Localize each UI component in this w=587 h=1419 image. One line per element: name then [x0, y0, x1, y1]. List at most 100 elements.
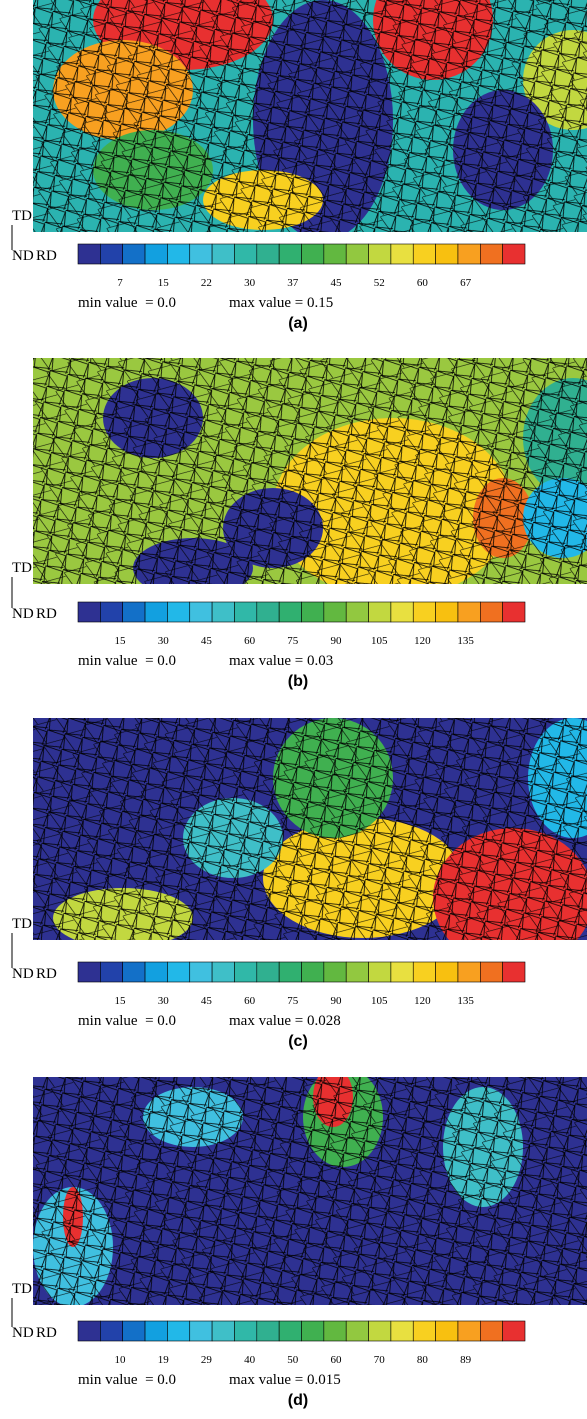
- colorbar-cell: [412, 1320, 436, 1342]
- colorbar-cell: [234, 1320, 258, 1342]
- colorbar-cell: [234, 961, 258, 983]
- colorbar-cell: [390, 601, 414, 623]
- regions: [33, 0, 587, 232]
- colorbar-label: 15: [158, 277, 170, 289]
- colorbar-label: 67: [460, 277, 472, 289]
- colorbar-cell: [189, 601, 213, 623]
- colorbar-cell: [100, 961, 123, 983]
- colorbar-label: 45: [201, 635, 213, 647]
- colorbar-cell: [77, 243, 101, 265]
- colorbar-cell: [144, 243, 168, 265]
- colorbar-cell: [479, 243, 503, 265]
- colorbar-label: 30: [158, 635, 170, 647]
- colorbar-cell: [345, 243, 369, 265]
- colorbar-cell: [189, 1320, 213, 1342]
- axis-label-rd: RD: [36, 966, 57, 982]
- colorbar-cell: [412, 243, 436, 265]
- colorbar-label: 75: [287, 995, 299, 1007]
- colorbar-label: 105: [371, 995, 388, 1007]
- colorbar-cell: [301, 961, 325, 983]
- axis-label-td: TD: [12, 208, 32, 224]
- axis-label-rd: RD: [36, 606, 57, 622]
- colorbar-cell: [323, 601, 347, 623]
- colorbar-cell: [189, 243, 213, 265]
- colorbar-label: 90: [331, 635, 343, 647]
- colorbar-label: 80: [417, 1354, 429, 1366]
- max-value: max value = 0.03: [229, 653, 333, 669]
- colorbar-cell: [301, 601, 325, 623]
- regions: [33, 1077, 587, 1305]
- colorbar-label: 60: [331, 1354, 343, 1366]
- colorbar-cell: [412, 601, 436, 623]
- contour-map: [33, 358, 587, 584]
- colorbar-cell: [457, 243, 481, 265]
- mesh: [33, 0, 587, 232]
- colorbar-cell: [457, 1320, 481, 1342]
- colorbar-cell: [211, 601, 235, 623]
- colorbar-cell: [390, 243, 414, 265]
- regions: [33, 718, 587, 940]
- axis-label-td: TD: [12, 560, 32, 576]
- colorbar-cell: [77, 961, 101, 983]
- colorbar-cell: [167, 1320, 191, 1342]
- colorbar-cell: [390, 961, 414, 983]
- colorbar-cell: [100, 243, 123, 265]
- axis-label-rd: RD: [36, 248, 57, 264]
- axis-label-nd: ND: [12, 606, 34, 622]
- colorbar-cell: [144, 1320, 168, 1342]
- max-value: max value = 0.15: [229, 295, 333, 311]
- panel: TD ND RD 15 30 45 60 75 90 105 120 135 min value = 0…: [11, 358, 587, 690]
- axis-label-rd: RD: [36, 1325, 57, 1341]
- colorbar-cell: [390, 1320, 414, 1342]
- colorbar-cell: [144, 601, 168, 623]
- colorbar-cell: [457, 961, 481, 983]
- colorbar-cell: [301, 1320, 325, 1342]
- colorbar-cell: [122, 243, 146, 265]
- colorbar-cell: [502, 961, 526, 983]
- colorbar-cell: [457, 601, 481, 623]
- colorbar: [77, 243, 526, 265]
- panel-label: (a): [288, 315, 308, 332]
- panel-label: (b): [288, 673, 308, 690]
- colorbar-cell: [412, 961, 436, 983]
- colorbar-cell: [144, 961, 168, 983]
- colorbar-label: 135: [457, 635, 474, 647]
- colorbar-cell: [345, 601, 369, 623]
- colorbar-cell: [368, 961, 392, 983]
- colorbar-label: 30: [244, 277, 256, 289]
- colorbar-cell: [368, 601, 392, 623]
- colorbar-cell: [278, 601, 302, 623]
- colorbar-cell: [323, 1320, 347, 1342]
- colorbar-label: 75: [287, 635, 299, 647]
- colorbar-label: 90: [331, 995, 343, 1007]
- colorbar-label: 60: [244, 995, 256, 1007]
- panel-label: (c): [288, 1033, 308, 1050]
- colorbar-cell: [167, 961, 191, 983]
- colorbar-cell: [323, 961, 347, 983]
- colorbar-cell: [435, 961, 459, 983]
- panel: TD ND RD 7 15 22 30 37 45 52 60 67 min value = 0.0 ma…: [11, 0, 587, 332]
- colorbar-label: 70: [374, 1354, 386, 1366]
- min-value: min value = 0.0: [78, 1013, 176, 1029]
- colorbar-cell: [122, 601, 146, 623]
- axis-label-td: TD: [12, 1281, 32, 1297]
- colorbar-cell: [211, 961, 235, 983]
- colorbar-cell: [100, 1320, 123, 1342]
- colorbar-cell: [100, 601, 123, 623]
- colorbar-cell: [479, 961, 503, 983]
- colorbar-label: 50: [287, 1354, 299, 1366]
- contour-map: [33, 1077, 587, 1305]
- colorbar-cell: [122, 1320, 146, 1342]
- colorbar-label: 120: [414, 995, 431, 1007]
- colorbar-cell: [502, 243, 526, 265]
- colorbar-cell: [77, 601, 101, 623]
- colorbar-cell: [256, 961, 280, 983]
- min-value: min value = 0.0: [78, 1372, 176, 1388]
- colorbar-cell: [345, 961, 369, 983]
- panel: TD ND RD 15 30 45 60 75 90 105 120 135 min value = 0…: [11, 718, 587, 1050]
- colorbar-label: 60: [244, 635, 256, 647]
- mesh: [33, 718, 587, 940]
- colorbar-label: 15: [115, 635, 127, 647]
- panel: TD ND RD 10 19 29 40 50 60 70 80 89 min value = 0.0 m…: [11, 1077, 587, 1409]
- colorbar-cell: [167, 243, 191, 265]
